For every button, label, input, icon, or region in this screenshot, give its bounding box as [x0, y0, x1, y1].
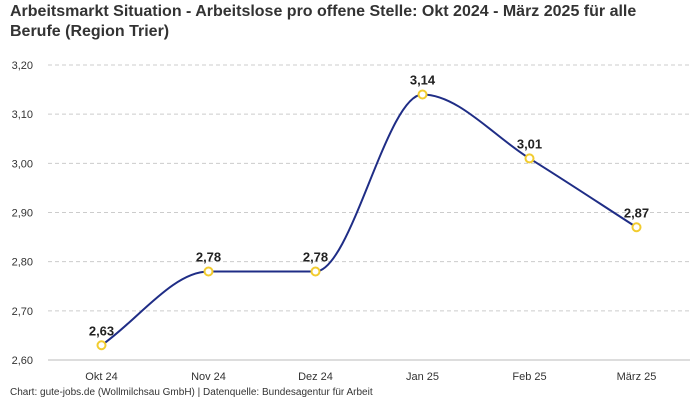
y-tick-label: 3,00	[12, 158, 33, 170]
data-point-marker	[310, 266, 321, 277]
data-labels: 2,63 2,78 2,78 3,14 3,01 2,87	[89, 73, 649, 339]
chart-title: Arbeitsmarkt Situation - Arbeitslose pro…	[10, 3, 637, 40]
x-axis-ticks: Okt 24 Nov 24 Dez 24 Jan 25 Feb 25 März 25	[85, 371, 656, 383]
series-line	[100, 93, 638, 347]
y-tick-label: 2,60	[12, 355, 33, 367]
data-label: 2,78	[196, 250, 221, 265]
x-tick-label: Feb 25	[512, 371, 546, 383]
grid-lines	[48, 64, 690, 361]
data-point-marker	[417, 89, 428, 100]
data-point-marker	[203, 266, 214, 277]
x-tick-label: Jan 25	[406, 371, 439, 383]
series-line-group	[100, 93, 638, 347]
data-point-marker	[524, 153, 535, 164]
y-tick-label: 3,20	[12, 60, 33, 72]
data-point-marker	[96, 340, 107, 351]
data-label: 2,78	[303, 250, 328, 265]
y-tick-label: 2,90	[12, 208, 33, 220]
y-tick-label: 2,70	[12, 306, 33, 318]
data-label: 3,01	[517, 136, 542, 151]
y-tick-label: 2,80	[12, 257, 33, 269]
x-tick-label: Nov 24	[191, 371, 226, 383]
x-tick-label: März 25	[617, 371, 657, 383]
chart-source-footer: Chart: gute-jobs.de (Wollmilchsau GmbH) …	[10, 387, 373, 398]
data-markers	[96, 89, 642, 351]
x-tick-label: Dez 24	[298, 371, 333, 383]
y-tick-label: 3,10	[12, 109, 33, 121]
data-label: 2,63	[89, 323, 114, 338]
data-label: 2,87	[624, 205, 649, 220]
data-point-marker	[631, 222, 642, 233]
data-label: 3,14	[410, 73, 436, 88]
x-tick-label: Okt 24	[85, 371, 117, 383]
y-axis-ticks: 2,60 2,70 2,80 2,90 3,00 3,10 3,20	[12, 60, 33, 367]
